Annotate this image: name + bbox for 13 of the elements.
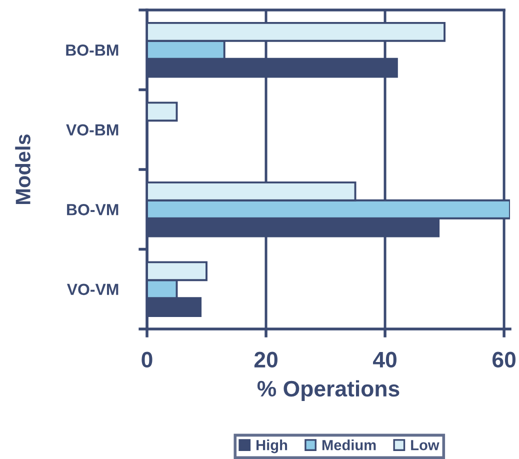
x-tick-label: 40 — [373, 352, 396, 368]
y-axis-title: Models — [15, 134, 30, 204]
x-tick-label: 0 — [142, 352, 152, 368]
y-tick-label: BO-VM — [67, 204, 118, 216]
y-tick-label: VO-BM — [66, 124, 118, 136]
legend-label: Medium — [322, 440, 376, 450]
y-tick-label: VO-VM — [66, 284, 118, 296]
y-tick-label: BO-BM — [66, 44, 118, 56]
legend-label: High — [256, 440, 288, 454]
x-axis-title: % Operations — [257, 380, 400, 401]
x-tick-label: 60 — [492, 352, 516, 368]
x-tick-label: 20 — [254, 352, 278, 368]
legend-label: Low — [411, 440, 440, 450]
